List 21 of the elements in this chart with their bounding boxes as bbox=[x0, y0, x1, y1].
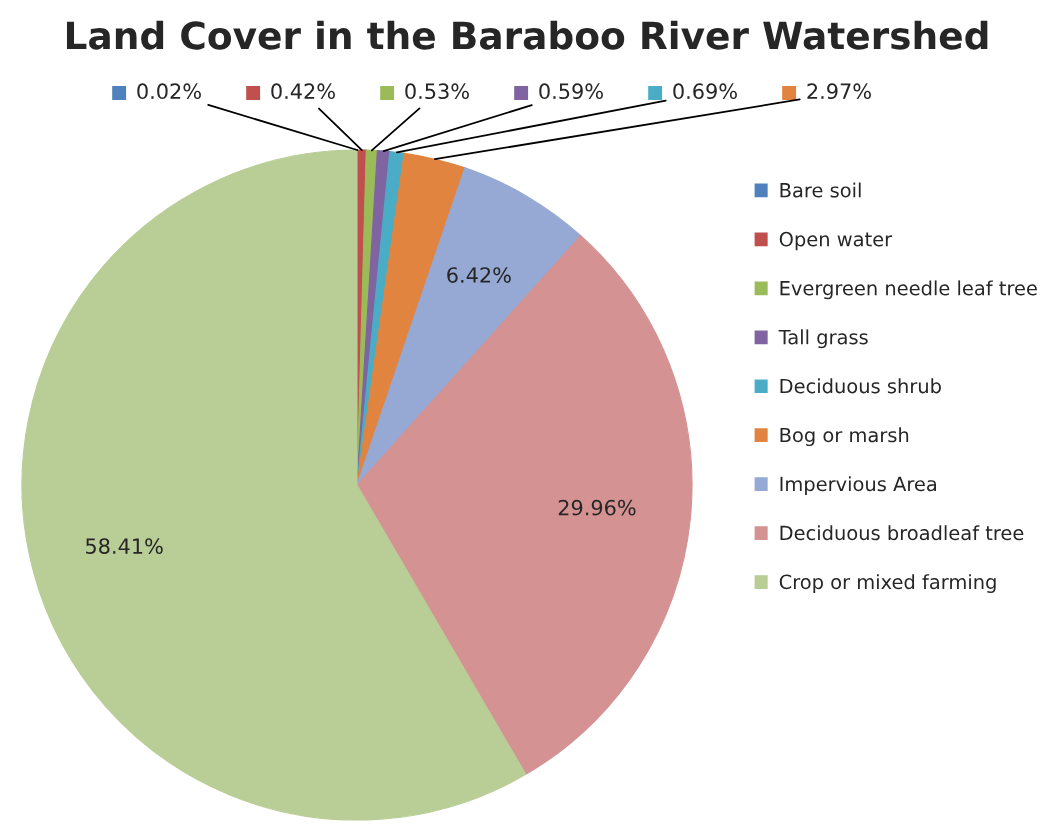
data-label: 0.69% bbox=[673, 83, 737, 100]
data-label: 0.59% bbox=[539, 83, 603, 100]
legend-label: Bog or marsh bbox=[780, 427, 909, 447]
legend-label: Impervious Area bbox=[780, 476, 937, 496]
legend-label: Crop or mixed farming bbox=[779, 574, 996, 593]
pie-slice bbox=[21, 149, 527, 821]
data-label: 0.02% bbox=[137, 83, 201, 100]
legend-label: Tall grass bbox=[778, 329, 868, 349]
pie-slice bbox=[356, 235, 693, 775]
legend-label: Evergreen needle leaf tree bbox=[780, 280, 1037, 300]
data-label: 29.96% bbox=[558, 499, 636, 516]
data-label: 6.42% bbox=[447, 267, 511, 283]
legend-label: Bare soil bbox=[780, 182, 861, 198]
legend-label: Deciduous broadleaf tree bbox=[780, 525, 1024, 541]
legend-label: Deciduous shrub bbox=[780, 378, 941, 394]
chart-title: Land Cover in the Baraboo River Watershed bbox=[66, 20, 988, 50]
data-label: 0.53% bbox=[405, 83, 469, 100]
data-label: 0.42% bbox=[271, 83, 335, 100]
legend-label: Open water bbox=[779, 231, 893, 251]
data-label: 2.97% bbox=[807, 83, 871, 100]
data-label: 58.41% bbox=[86, 538, 163, 554]
